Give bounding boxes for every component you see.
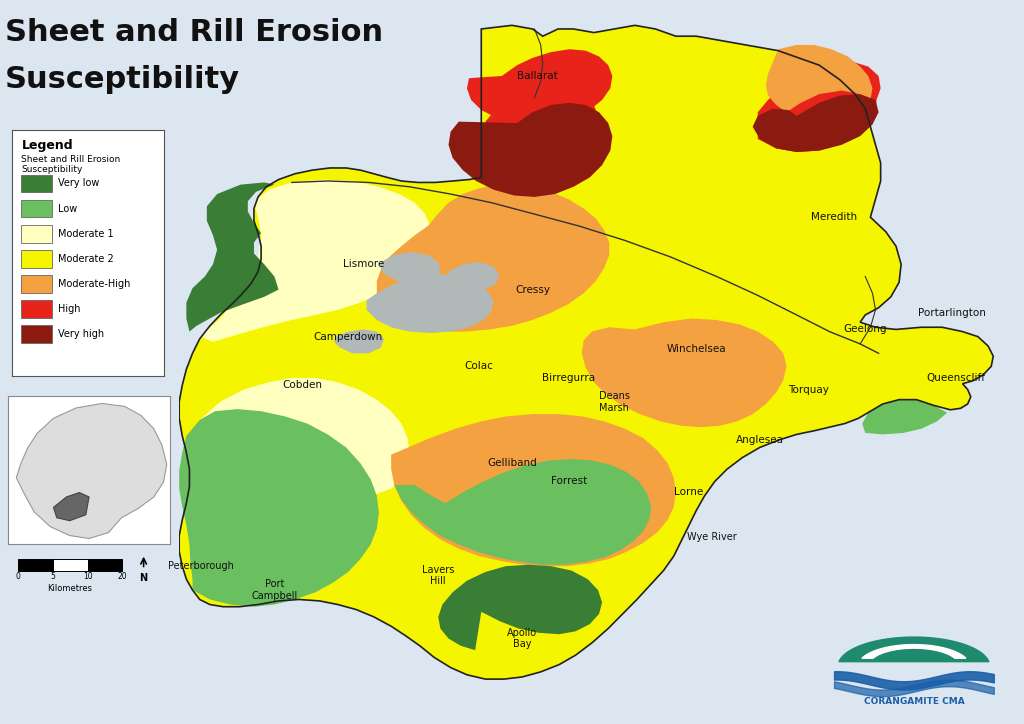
Bar <box>22 275 51 292</box>
Text: Cressy: Cressy <box>515 285 550 295</box>
Bar <box>22 250 51 268</box>
Text: Moderate-High: Moderate-High <box>57 279 130 289</box>
Text: 5: 5 <box>50 572 55 581</box>
Polygon shape <box>766 45 872 112</box>
Text: Queenscliff: Queenscliff <box>926 373 985 383</box>
Bar <box>22 325 51 343</box>
Text: Apollo
Bay: Apollo Bay <box>507 628 538 649</box>
Text: Meredith: Meredith <box>811 212 858 222</box>
Text: 10: 10 <box>83 572 92 581</box>
Polygon shape <box>582 319 786 427</box>
Text: Cobden: Cobden <box>282 380 323 390</box>
Polygon shape <box>485 101 596 146</box>
Text: Gelliband: Gelliband <box>487 458 537 468</box>
Polygon shape <box>873 649 954 660</box>
Polygon shape <box>394 459 651 565</box>
Text: Lavers
Hill: Lavers Hill <box>422 565 455 586</box>
Text: Birregurra: Birregurra <box>542 373 595 383</box>
Text: Very high: Very high <box>57 329 103 339</box>
Text: Kilometres: Kilometres <box>47 584 92 594</box>
Text: Sheet and Rill Erosion
Susceptibility: Sheet and Rill Erosion Susceptibility <box>22 155 121 174</box>
Polygon shape <box>467 49 612 123</box>
Polygon shape <box>186 182 279 332</box>
Bar <box>22 225 51 243</box>
Text: Very low: Very low <box>57 179 99 188</box>
Text: Ballarat: Ballarat <box>517 71 558 81</box>
Polygon shape <box>377 185 609 332</box>
Text: 20: 20 <box>118 572 127 581</box>
Polygon shape <box>449 103 612 197</box>
Polygon shape <box>758 62 881 152</box>
Polygon shape <box>179 25 993 679</box>
Text: Legend: Legend <box>22 139 73 152</box>
Polygon shape <box>379 252 440 284</box>
Bar <box>22 174 51 193</box>
Bar <box>0 0 179 724</box>
Polygon shape <box>334 329 384 353</box>
Polygon shape <box>839 637 989 662</box>
Text: Anglesea: Anglesea <box>736 435 783 445</box>
Text: Susceptibility: Susceptibility <box>5 65 241 94</box>
Polygon shape <box>16 403 167 539</box>
Text: Forrest: Forrest <box>551 476 588 487</box>
Text: Moderate 1: Moderate 1 <box>57 229 114 239</box>
Text: Deans
Marsh: Deans Marsh <box>599 391 630 413</box>
Text: Port
Campbell: Port Campbell <box>251 579 298 601</box>
Bar <box>87 559 123 571</box>
Polygon shape <box>53 492 89 521</box>
Text: 0: 0 <box>15 572 20 581</box>
Polygon shape <box>438 565 602 650</box>
Polygon shape <box>200 180 430 342</box>
Polygon shape <box>367 274 494 333</box>
Text: Low: Low <box>57 203 77 214</box>
Text: Lorne: Lorne <box>674 487 702 497</box>
Polygon shape <box>391 414 676 566</box>
Bar <box>17 559 52 571</box>
Text: Wye River: Wye River <box>687 532 736 542</box>
Text: Lismore: Lismore <box>343 259 384 269</box>
Polygon shape <box>449 262 500 291</box>
Text: N: N <box>139 573 147 583</box>
Polygon shape <box>200 378 410 496</box>
Text: Winchelsea: Winchelsea <box>667 344 726 354</box>
Bar <box>22 300 51 318</box>
Bar <box>52 559 87 571</box>
Bar <box>22 200 51 217</box>
Text: CORANGAMITE CMA: CORANGAMITE CMA <box>863 696 965 706</box>
Text: Portarlington: Portarlington <box>919 308 986 318</box>
Polygon shape <box>862 644 966 658</box>
Polygon shape <box>179 409 379 607</box>
Text: Torquay: Torquay <box>788 384 829 395</box>
Text: Geelong: Geelong <box>844 324 887 334</box>
Text: Sheet and Rill Erosion: Sheet and Rill Erosion <box>5 18 383 47</box>
Text: Moderate 2: Moderate 2 <box>57 254 114 264</box>
Text: Peterborough: Peterborough <box>168 561 233 571</box>
Polygon shape <box>753 94 879 152</box>
Polygon shape <box>862 400 947 434</box>
Text: Colac: Colac <box>465 361 494 371</box>
Text: High: High <box>57 304 80 314</box>
Text: Camperdown: Camperdown <box>313 332 383 342</box>
